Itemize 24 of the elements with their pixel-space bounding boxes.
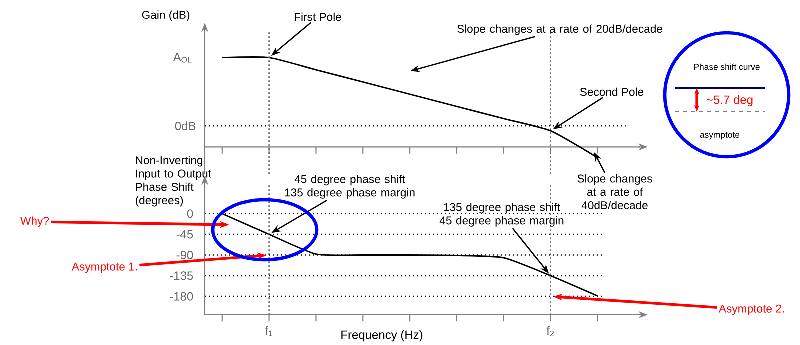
x-tick-label: f$_{2}$ <box>546 326 554 336</box>
x-tick-label: f$_{1}$ <box>265 326 272 336</box>
ref-line-label: 0dB <box>175 122 196 130</box>
annotation: Second Pole <box>580 88 644 96</box>
y-tick-label: -90 <box>176 250 194 260</box>
annotation: Asymptote 2. <box>718 304 784 316</box>
y-tick-label: 0 <box>187 210 194 218</box>
text: A$_{OL}$ <box>173 53 192 63</box>
annotation: Asymptote 1. <box>72 262 138 274</box>
text: ~5.7 deg <box>707 95 753 107</box>
text: Slope changes at a rate of 20dB/decade <box>458 24 662 36</box>
annotation: 45 degree phase shift 135 degree phase margin <box>285 175 415 199</box>
y-tick-label: -180 <box>170 292 194 301</box>
text: asymptote <box>700 132 740 140</box>
text: Why? <box>20 216 50 228</box>
annotation: Slope changes at a rate of 40dB/decade <box>578 174 652 210</box>
text: Phase shift curve <box>694 64 760 70</box>
annotation: 135 degree phase shift 45 degree phase margin <box>440 203 564 227</box>
annotation: First Pole <box>294 12 342 22</box>
x-axis-title: Frequency (Hz) <box>342 330 423 342</box>
y-tick-label: -135 <box>170 272 194 280</box>
y-axis-title: Gain (dB) <box>142 10 190 22</box>
y-tick-label: -45 <box>176 230 194 239</box>
y-axis-title: Non-Inverting Input to Output Phase Shift (degrees) <box>136 156 212 207</box>
